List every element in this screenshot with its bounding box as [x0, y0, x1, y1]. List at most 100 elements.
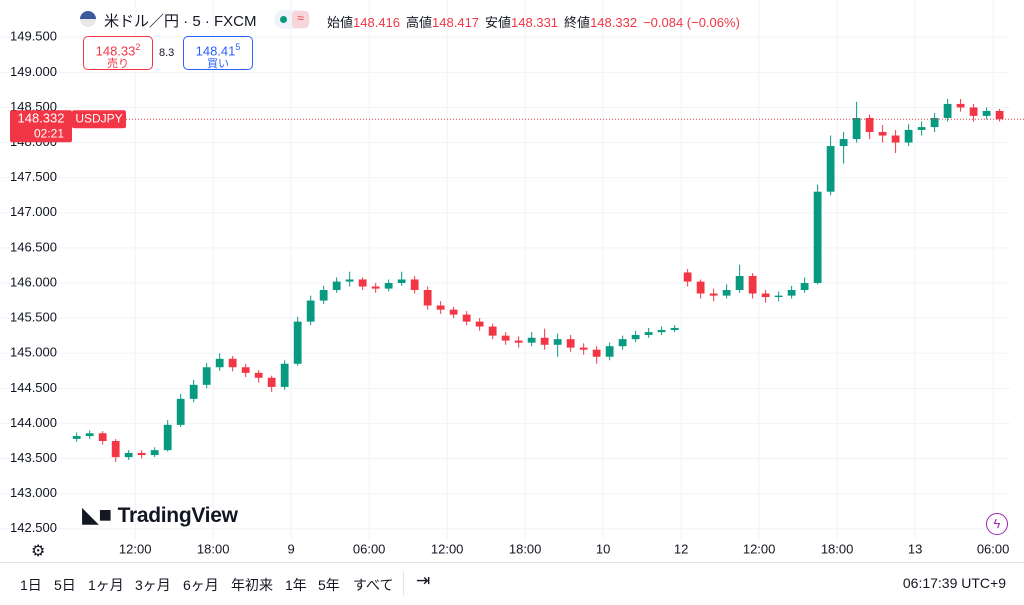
candle-body	[98, 433, 107, 441]
sell-pip: 2	[135, 42, 141, 52]
y-tick-label: 145.500	[10, 310, 57, 325]
goto-date-button[interactable]: ⇥	[416, 571, 431, 590]
candle-body	[215, 358, 224, 368]
candle-body	[995, 110, 1004, 120]
candle-body	[410, 279, 419, 291]
candle-body	[891, 135, 900, 143]
ohlc-value: 148.332	[590, 15, 638, 30]
candle-body	[176, 398, 185, 425]
candle-body	[930, 117, 939, 128]
candle-body	[124, 452, 133, 458]
candle-body	[761, 293, 770, 298]
range-button[interactable]: すべて	[353, 577, 394, 593]
candle-body	[865, 117, 874, 133]
candle-body	[813, 191, 822, 283]
candle-body	[579, 347, 588, 350]
change: −0.084 (−0.06%)	[643, 15, 740, 30]
candle-body	[631, 334, 640, 340]
x-tick-label: 06:00	[353, 541, 386, 556]
divider	[403, 571, 404, 595]
candle-body	[345, 279, 354, 282]
candle-body	[618, 339, 627, 347]
y-tick-label: 146.000	[10, 274, 57, 289]
range-button[interactable]: 3ヶ月	[135, 577, 171, 593]
candle-body	[709, 293, 718, 296]
candle-body	[397, 279, 406, 283]
y-tick-label: 148.500	[10, 99, 57, 114]
candle-body	[969, 107, 978, 116]
candle-body	[800, 282, 809, 291]
buy-button[interactable]: 148.415 買い	[183, 36, 253, 70]
candle-body	[943, 103, 952, 118]
range-button[interactable]: 6ヶ月	[183, 577, 219, 593]
candle-body	[423, 290, 432, 306]
candle-body	[748, 275, 757, 294]
candle-body	[202, 367, 211, 385]
candle-body	[696, 281, 705, 294]
last-price-label: 148.332	[18, 111, 65, 126]
candle-body	[358, 279, 367, 287]
symbol-flag	[80, 11, 96, 27]
candle-body	[241, 367, 250, 373]
range-button[interactable]: 1日	[20, 577, 42, 593]
candle-body	[150, 450, 159, 456]
x-tick-label: 9	[288, 541, 295, 556]
candle-body	[228, 358, 237, 368]
symbol-label-bg	[72, 110, 126, 129]
range-button[interactable]: 年初来	[231, 577, 273, 593]
buy-pip: 5	[235, 42, 241, 52]
y-tick-label: 144.500	[10, 380, 57, 395]
y-tick-label: 143.500	[10, 450, 57, 465]
candle-body	[683, 272, 692, 282]
candle-body	[111, 440, 120, 458]
ohlc-value: 148.416	[353, 15, 401, 30]
y-tick-label: 143.000	[10, 485, 57, 500]
candle-body	[475, 321, 484, 327]
candle-body	[449, 309, 458, 315]
ohlc-value: 148.417	[432, 15, 480, 30]
settings-button[interactable]: ⚙	[31, 543, 46, 560]
candle-body	[306, 300, 315, 322]
candle-body	[605, 346, 614, 357]
range-button[interactable]: 1年	[285, 577, 307, 593]
range-button[interactable]: 5年	[318, 577, 340, 593]
x-tick-label: 12:00	[119, 541, 152, 556]
candle-body	[384, 282, 393, 289]
y-tick-label: 147.000	[10, 204, 57, 219]
clock: 06:17:39 UTC+9	[902, 575, 1006, 591]
candle-body	[956, 103, 965, 108]
candle-body	[436, 305, 445, 310]
candle-body	[982, 110, 991, 116]
candle-body	[501, 335, 510, 341]
logo-text: TradingView	[117, 504, 238, 527]
candle-body	[514, 340, 523, 343]
candle-body	[319, 290, 328, 301]
candle-body	[293, 321, 302, 364]
ohlc-value: 148.331	[511, 15, 559, 30]
candle-body	[137, 452, 146, 456]
buy-price: 148.41	[195, 43, 236, 59]
candle-body	[254, 372, 263, 378]
ohlc-label: 終値	[564, 15, 591, 30]
range-button[interactable]: 1ヶ月	[88, 577, 124, 593]
toolbar: 1日 5日 1ヶ月 3ヶ月 6ヶ月 年初来 1年 5年 すべて ⇥ 06:17:39 UTC+9	[0, 562, 1024, 605]
y-tick-label: 147.500	[10, 169, 57, 184]
countdown: 02:21	[34, 126, 64, 140]
candle-body	[462, 314, 471, 322]
candle-body	[735, 275, 744, 291]
symbol-title[interactable]: 米ドル／円 · 5 · FXCM	[104, 13, 257, 30]
candle-body	[670, 327, 679, 331]
x-tick-label: 06:00	[977, 541, 1010, 556]
sell-button[interactable]: 148.332 売り	[83, 36, 153, 70]
range-button[interactable]: 5日	[54, 577, 76, 593]
candle-body	[527, 337, 536, 343]
candle-body	[917, 127, 926, 130]
lightning-button[interactable]: ϟ	[986, 513, 1008, 535]
y-tick-label: 149.500	[10, 29, 57, 44]
sell-price: 148.33	[95, 43, 136, 59]
candle-body	[488, 326, 497, 336]
candle-body	[644, 332, 653, 335]
candle-body	[722, 290, 731, 296]
status-badge[interactable]: ≈	[274, 10, 310, 29]
